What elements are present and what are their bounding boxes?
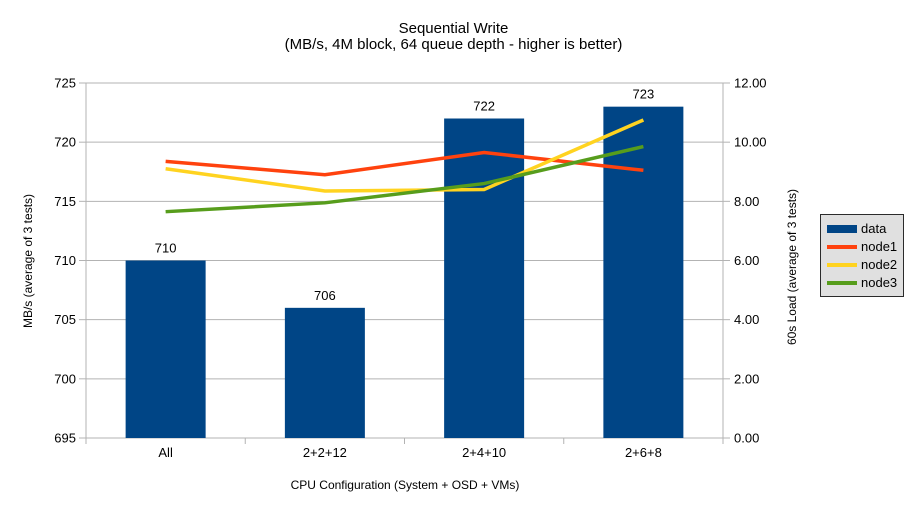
y-right-tick-label: 10.00 — [734, 135, 767, 150]
chart-subtitle: (MB/s, 4M block, 64 queue depth - higher… — [284, 36, 623, 53]
y-left-tick-label: 720 — [54, 135, 76, 150]
chart-title: Sequential Write — [398, 20, 509, 37]
bar-2+4+10 — [444, 118, 525, 438]
y-right-tick-label: 4.00 — [734, 312, 759, 327]
bar-2+6+8 — [603, 106, 684, 439]
y-left-tick-label: 715 — [54, 194, 76, 209]
bar-value-label: 723 — [633, 87, 655, 102]
bar-value-label: 710 — [155, 241, 177, 256]
y-right-tick-label: 0.00 — [734, 431, 759, 446]
legend-item-node1: node1 — [827, 239, 899, 254]
y-right-tick-label: 6.00 — [734, 253, 759, 268]
bar-all — [125, 260, 206, 438]
x-tick-label: 2+4+10 — [462, 445, 506, 460]
legend: data node1 node2 node3 — [820, 214, 904, 297]
legend-label-node1: node1 — [861, 239, 898, 254]
y-right-tick-label: 8.00 — [734, 194, 759, 209]
x-tick-label: 2+2+12 — [303, 445, 347, 460]
y-right-tick-label: 2.00 — [734, 371, 759, 386]
legend-item-node2: node2 — [827, 257, 899, 272]
x-tick-label: All — [158, 445, 173, 460]
bar-value-label: 722 — [473, 99, 495, 114]
legend-label-node2: node2 — [861, 257, 898, 272]
y-left-tick-label: 710 — [54, 253, 76, 268]
bar-2+2+12 — [284, 307, 365, 438]
legend-swatch-node3 — [827, 280, 857, 285]
line-node1 — [165, 150, 644, 177]
legend-swatch-data — [827, 224, 857, 233]
title-block: Sequential Write (MB/s, 4M block, 64 que… — [0, 21, 907, 53]
legend-item-data: data — [827, 221, 899, 236]
legend-item-node3: node3 — [827, 275, 899, 290]
x-axis-title: CPU Configuration (System + OSD + VMs) — [290, 478, 520, 492]
line-node3 — [165, 144, 644, 214]
y-left-tick-label: 725 — [54, 76, 76, 91]
y-left-tick-label: 695 — [54, 431, 76, 446]
x-tick-label: 2+6+8 — [625, 445, 662, 460]
legend-label-data: data — [861, 221, 887, 236]
line-node2 — [165, 118, 645, 193]
right-axis-title: 60s Load (average of 3 tests) — [785, 188, 799, 346]
y-left-tick-label: 705 — [54, 312, 76, 327]
y-right-tick-label: 12.00 — [734, 76, 767, 91]
legend-label-node3: node3 — [861, 275, 898, 290]
y-left-tick-label: 700 — [54, 371, 76, 386]
legend-swatch-node1 — [827, 244, 857, 249]
left-axis-title: MB/s (average of 3 tests) — [21, 193, 35, 329]
legend-swatch-node2 — [827, 262, 857, 267]
bar-value-label: 706 — [314, 288, 336, 303]
